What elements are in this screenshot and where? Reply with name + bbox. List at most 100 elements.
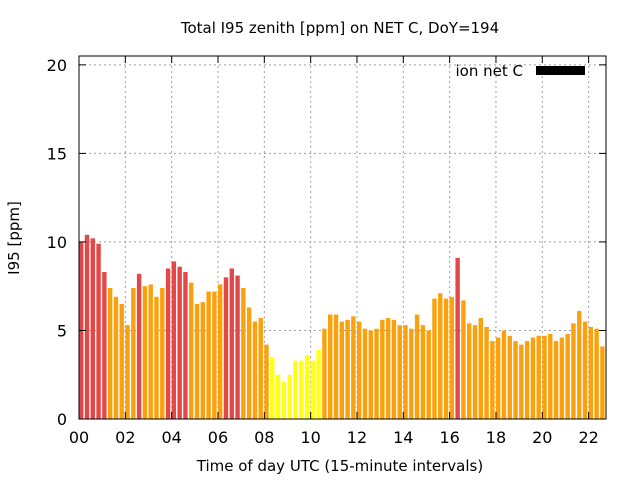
bar xyxy=(577,310,582,419)
y-tick-label: 5 xyxy=(57,321,67,340)
bar xyxy=(183,272,188,419)
bar xyxy=(409,328,414,419)
bar xyxy=(600,346,605,419)
x-tick-label: 04 xyxy=(161,428,181,447)
bar xyxy=(443,298,449,419)
bar xyxy=(131,287,136,419)
bar xyxy=(391,319,397,419)
bar xyxy=(339,321,345,419)
bar xyxy=(542,335,547,419)
bar xyxy=(235,275,240,419)
bar xyxy=(125,325,130,419)
bar xyxy=(223,277,229,419)
x-tick-label: 06 xyxy=(208,428,228,447)
bar xyxy=(200,302,206,419)
axis-ticks: 0 5 10 15 20 00 02 04 06 08 10 12 14 16 18 20 22 xyxy=(47,56,606,447)
bar xyxy=(461,300,466,419)
grid-lines xyxy=(79,56,606,419)
bar xyxy=(351,316,356,419)
bar xyxy=(304,355,310,419)
bar xyxy=(362,328,368,419)
bar xyxy=(565,334,570,419)
bar xyxy=(345,319,350,419)
x-tick-label: 14 xyxy=(393,428,413,447)
bar xyxy=(189,282,194,419)
x-tick-label: 08 xyxy=(254,428,274,447)
bar xyxy=(420,325,426,419)
bar xyxy=(299,360,304,419)
bar xyxy=(316,349,321,419)
x-tick-label: 16 xyxy=(439,428,459,447)
bar xyxy=(241,287,246,419)
bar xyxy=(270,357,275,419)
bar xyxy=(84,234,90,419)
bar xyxy=(206,291,211,419)
bar xyxy=(107,287,113,419)
bar xyxy=(264,344,269,419)
bar xyxy=(160,287,165,419)
bar xyxy=(530,337,536,419)
bar xyxy=(414,314,420,419)
bar xyxy=(385,318,391,419)
bar xyxy=(519,344,524,419)
bar xyxy=(287,374,292,419)
bar xyxy=(275,374,281,419)
bar xyxy=(484,326,489,419)
x-tick-label: 00 xyxy=(69,428,89,447)
bar xyxy=(148,284,153,419)
bar xyxy=(177,266,182,419)
bar xyxy=(333,314,339,419)
bar xyxy=(310,360,316,419)
legend-label: ion net C xyxy=(456,62,523,80)
bar xyxy=(258,318,263,419)
bar xyxy=(113,296,119,419)
bar xyxy=(553,341,559,419)
x-tick-label: 18 xyxy=(486,428,506,447)
y-tick-label: 15 xyxy=(47,144,67,163)
bar xyxy=(322,328,327,419)
bar xyxy=(212,291,217,419)
x-tick-label: 02 xyxy=(115,428,135,447)
bar xyxy=(356,321,362,419)
bar xyxy=(548,334,553,419)
bar xyxy=(171,261,177,419)
bar xyxy=(229,268,234,419)
bar xyxy=(90,238,95,419)
bars xyxy=(79,234,605,419)
bar xyxy=(495,337,501,419)
bar xyxy=(501,330,507,419)
bar xyxy=(478,318,483,419)
bar xyxy=(281,381,287,419)
bar xyxy=(571,323,576,419)
chart-title: Total I95 zenith [ppm] on NET C, DoY=194 xyxy=(180,19,499,37)
bar xyxy=(426,330,431,419)
bar xyxy=(513,341,518,419)
x-tick-label: 22 xyxy=(578,428,598,447)
y-tick-label: 10 xyxy=(47,233,67,252)
bar xyxy=(368,330,373,419)
y-tick-label: 0 xyxy=(57,410,67,429)
bar xyxy=(136,273,142,419)
bar xyxy=(559,337,565,419)
bar xyxy=(455,257,460,419)
bar xyxy=(165,268,171,419)
bar xyxy=(490,341,495,419)
bar xyxy=(403,325,408,419)
bar xyxy=(246,307,252,419)
bar xyxy=(328,314,333,419)
legend-swatch xyxy=(536,66,585,75)
x-tick-label: 12 xyxy=(347,428,367,447)
bar xyxy=(194,303,200,419)
bar xyxy=(374,328,379,419)
bar xyxy=(594,328,599,419)
bar xyxy=(507,335,512,419)
bar xyxy=(536,335,541,419)
bar xyxy=(119,303,124,419)
bar xyxy=(217,284,223,419)
bar xyxy=(102,272,107,419)
y-tick-label: 20 xyxy=(47,56,67,75)
bar xyxy=(397,325,402,419)
legend: ion net C xyxy=(456,62,585,80)
y-axis-label: I95 [ppm] xyxy=(5,201,23,275)
